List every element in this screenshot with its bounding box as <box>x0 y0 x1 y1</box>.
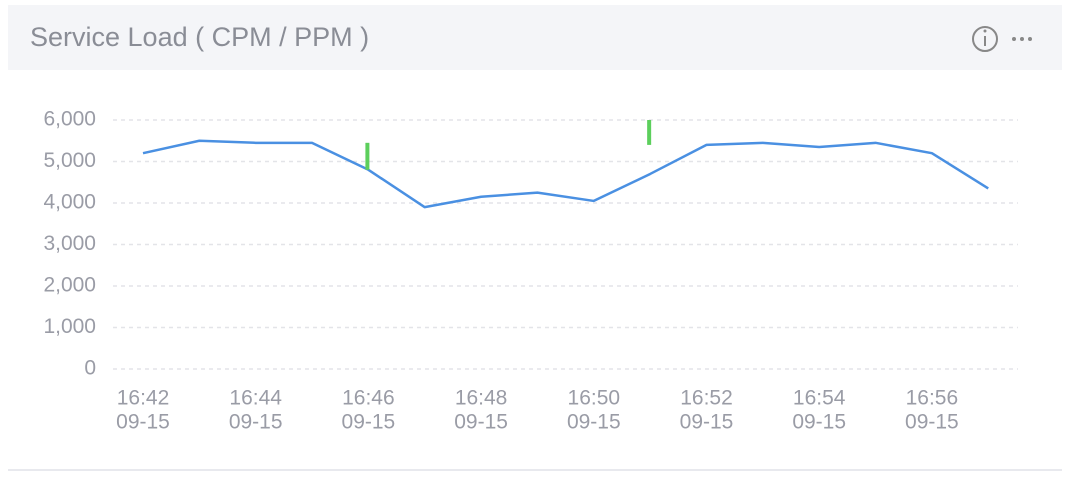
x-tick-label: 16:50 <box>568 387 621 410</box>
info-icon[interactable] <box>972 26 998 52</box>
x-tick-label: 09-15 <box>229 411 283 434</box>
more-icon[interactable] <box>1012 37 1032 41</box>
x-tick-label: 16:54 <box>793 387 846 410</box>
panel-title: Service Load ( CPM / PPM ) <box>30 22 369 52</box>
y-tick-label: 0 <box>84 357 96 380</box>
x-tick-label: 16:48 <box>455 387 508 410</box>
x-tick-label: 16:42 <box>117 387 170 410</box>
x-tick-label: 09-15 <box>342 411 396 434</box>
line <box>142 139 989 209</box>
x-tick-label: 16:44 <box>229 387 282 410</box>
panel-header <box>8 5 1062 70</box>
y-tick-label: 1,000 <box>43 315 96 338</box>
x-tick-label: 16:56 <box>906 387 959 410</box>
x-tick-label: 09-15 <box>792 411 846 434</box>
x-tick-label: 09-15 <box>116 411 170 434</box>
x-tick-label: 09-15 <box>454 411 508 434</box>
x-tick-label: 09-15 <box>680 411 734 434</box>
y-tick-label: 3,000 <box>43 232 96 255</box>
x-tick-label: 16:46 <box>342 387 395 410</box>
x-tick-label: 16:52 <box>680 387 733 410</box>
y-tick-label: 4,000 <box>43 191 96 214</box>
y-tick-label: 6,000 <box>43 108 96 131</box>
x-tick-label: 09-15 <box>905 411 959 434</box>
x-tick-label: 09-15 <box>567 411 621 434</box>
y-tick-label: 5,000 <box>43 149 96 172</box>
y-tick-label: 2,000 <box>43 274 96 297</box>
